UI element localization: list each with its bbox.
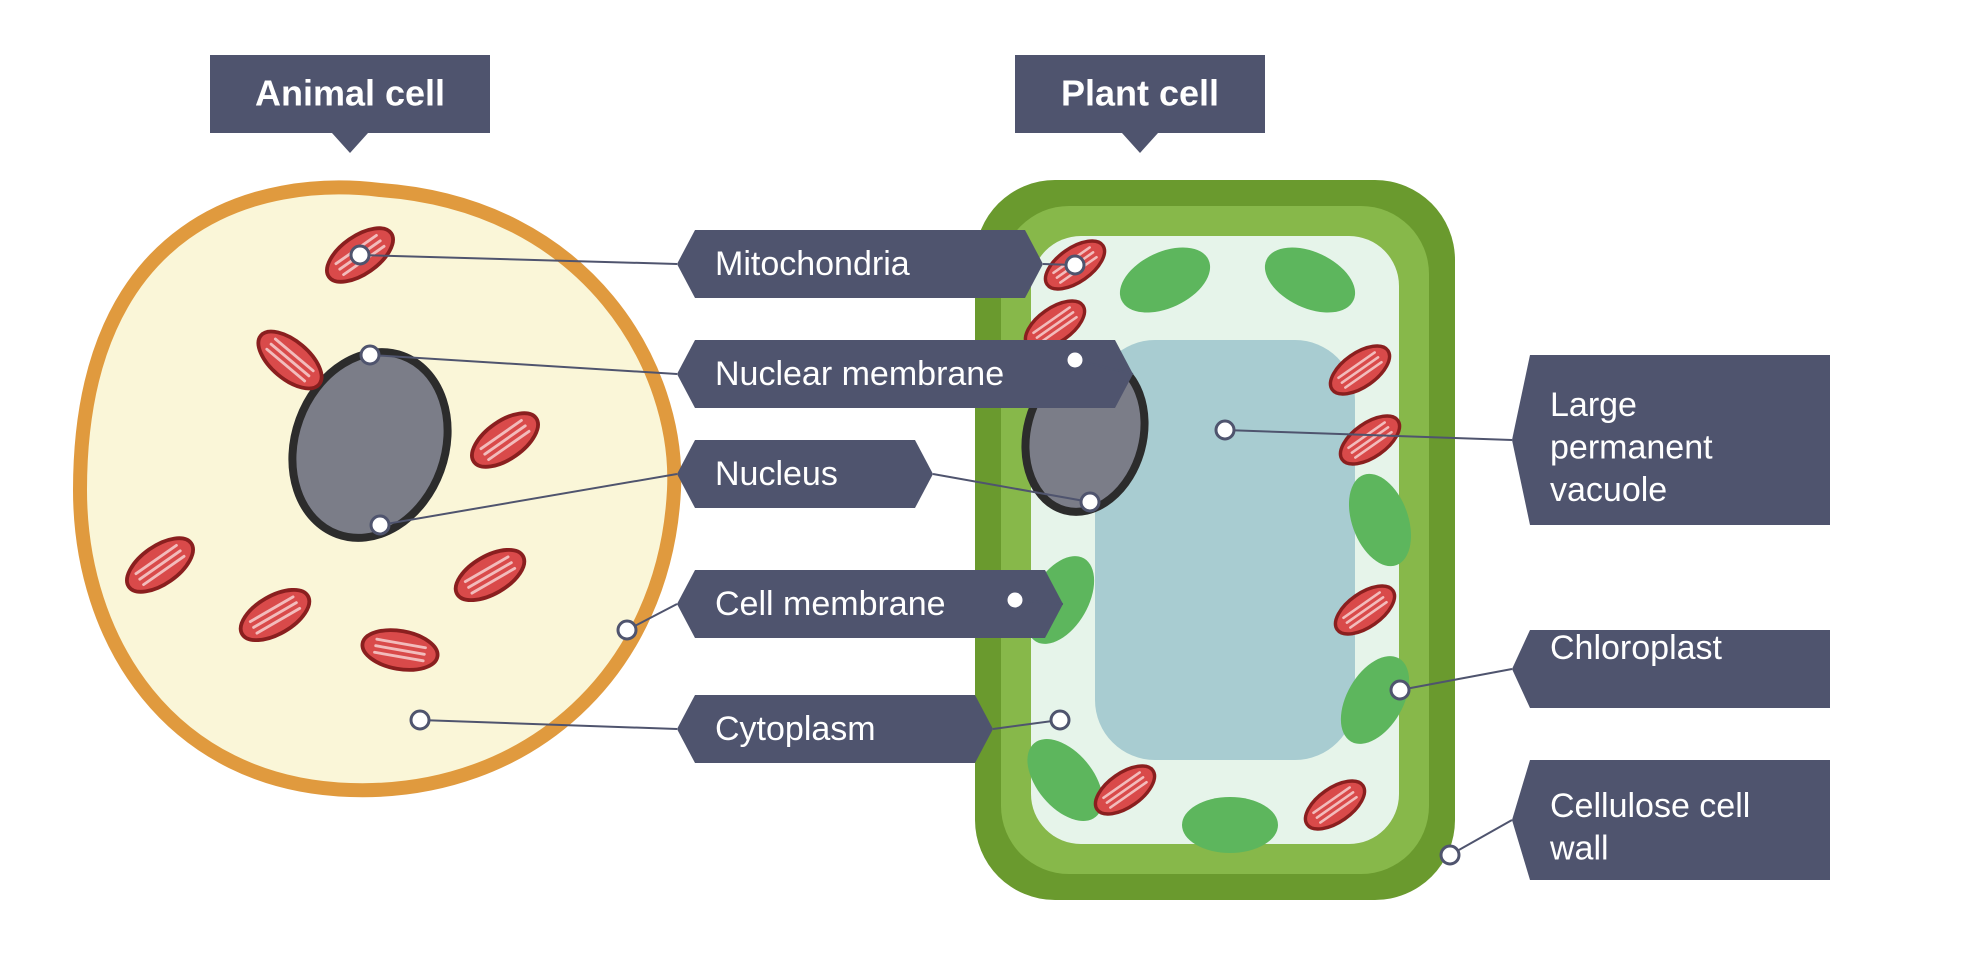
label-cell-wall: Cellulose cellwall (1512, 760, 1830, 880)
cell-comparison-diagram: Animal cell Plant cell Mitochondria Nuclear… (0, 0, 1973, 963)
label-cell-membrane-text: Cell membrane (715, 585, 946, 623)
label-cell-membrane: Cell membrane (677, 570, 1063, 638)
leader-marker (1051, 711, 1069, 729)
label-chloroplast-text: Chloroplast (1550, 629, 1723, 667)
leader-marker (1391, 681, 1409, 699)
label-chloroplast: Chloroplast (1512, 629, 1830, 708)
leader-marker (1081, 493, 1099, 511)
leader-marker (1441, 846, 1459, 864)
chloroplast (1182, 797, 1278, 853)
leader-line (1450, 820, 1512, 855)
label-nuclear-membrane: Nuclear membrane (677, 340, 1133, 408)
leader-marker (371, 516, 389, 534)
leader-marker (361, 346, 379, 364)
leader-marker (1216, 421, 1234, 439)
leader-marker (1066, 256, 1084, 274)
label-cytoplasm: Cytoplasm (677, 695, 993, 763)
animal-title-text: Animal cell (255, 73, 445, 114)
plant-title-text: Plant cell (1061, 73, 1219, 114)
label-vacuole: Largepermanentvacuole (1512, 355, 1830, 525)
label-nucleus: Nucleus (677, 440, 933, 508)
leader-marker (1006, 591, 1024, 609)
label-mitochondria: Mitochondria (677, 230, 1043, 298)
label-mitochondria-text: Mitochondria (715, 245, 910, 283)
leader-marker (1066, 351, 1084, 369)
leader-marker (618, 621, 636, 639)
animal-title: Animal cell (210, 55, 490, 153)
plant-title: Plant cell (1015, 55, 1265, 153)
leader-marker (411, 711, 429, 729)
label-nucleus-text: Nucleus (715, 455, 838, 493)
label-cytoplasm-text: Cytoplasm (715, 710, 876, 748)
plant-cell (975, 180, 1455, 900)
leader-marker (351, 246, 369, 264)
label-nuclear-membrane-text: Nuclear membrane (715, 355, 1004, 393)
